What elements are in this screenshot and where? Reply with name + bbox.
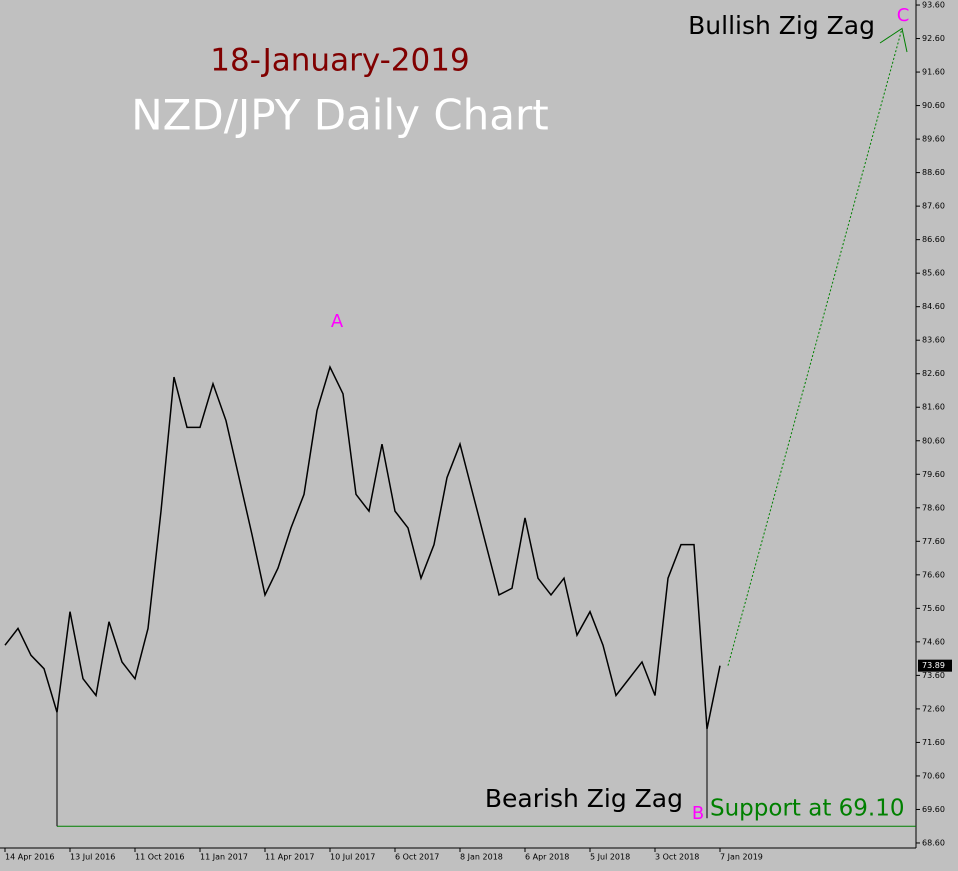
- y-tick-label: 76.60: [922, 570, 945, 579]
- price-label: 73.89: [922, 661, 945, 670]
- y-tick-label: 89.60: [922, 135, 945, 144]
- y-tick-label: 73.60: [922, 671, 945, 680]
- y-tick-label: 83.60: [922, 336, 945, 345]
- x-tick-label: 14 Apr 2016: [5, 853, 54, 862]
- y-tick-label: 87.60: [922, 202, 945, 211]
- x-tick-label: 11 Apr 2017: [265, 853, 314, 862]
- y-tick-label: 69.60: [922, 805, 945, 814]
- x-tick-label: 6 Apr 2018: [525, 853, 569, 862]
- price-box: [918, 659, 952, 672]
- chart-title: 18-January-2019: [210, 43, 469, 79]
- annotation: Support at 69.10: [710, 796, 905, 822]
- y-tick-label: 68.60: [922, 838, 945, 847]
- x-tick-label: 11 Jan 2017: [200, 853, 248, 862]
- wave-label: C: [897, 5, 910, 26]
- x-tick-label: 6 Oct 2017: [395, 853, 439, 862]
- x-tick-label: 5 Jul 2018: [590, 853, 630, 862]
- y-tick-label: 78.60: [922, 503, 945, 512]
- x-tick-label: 3 Oct 2018: [655, 853, 699, 862]
- x-tick-label: 7 Jan 2019: [720, 853, 763, 862]
- y-tick-label: 80.60: [922, 436, 945, 445]
- y-tick-label: 91.60: [922, 68, 945, 77]
- y-tick-label: 75.60: [922, 604, 945, 613]
- projection-arrow: [879, 27, 908, 53]
- y-tick-label: 85.60: [922, 269, 945, 278]
- y-tick-label: 74.60: [922, 637, 945, 646]
- annotation: Bullish Zig Zag: [688, 11, 875, 40]
- y-tick-label: 77.60: [922, 537, 945, 546]
- y-tick-label: 84.60: [922, 302, 945, 311]
- x-tick-label: 11 Oct 2016: [135, 853, 184, 862]
- y-tick-label: 92.60: [922, 34, 945, 43]
- y-tick-label: 72.60: [922, 704, 945, 713]
- wave-label: A: [331, 311, 344, 332]
- y-tick-label: 70.60: [922, 771, 945, 780]
- annotation: Bearish Zig Zag: [485, 784, 683, 813]
- y-tick-label: 88.60: [922, 168, 945, 177]
- y-tick-label: 79.60: [922, 470, 945, 479]
- price-line: [4, 364, 721, 730]
- y-tick-label: 81.60: [922, 403, 945, 412]
- chart-subtitle: NZD/JPY Daily Chart: [131, 91, 549, 140]
- y-tick-label: 93.60: [922, 1, 945, 10]
- y-tick-label: 71.60: [922, 738, 945, 747]
- y-tick-label: 90.60: [922, 101, 945, 110]
- y-tick-label: 82.60: [922, 369, 945, 378]
- y-tick-label: 86.60: [922, 235, 945, 244]
- x-tick-label: 13 Jul 2016: [70, 853, 115, 862]
- wave-label: B: [692, 803, 704, 824]
- x-tick-label: 10 Jul 2017: [330, 853, 375, 862]
- x-tick-label: 8 Jan 2018: [460, 853, 503, 862]
